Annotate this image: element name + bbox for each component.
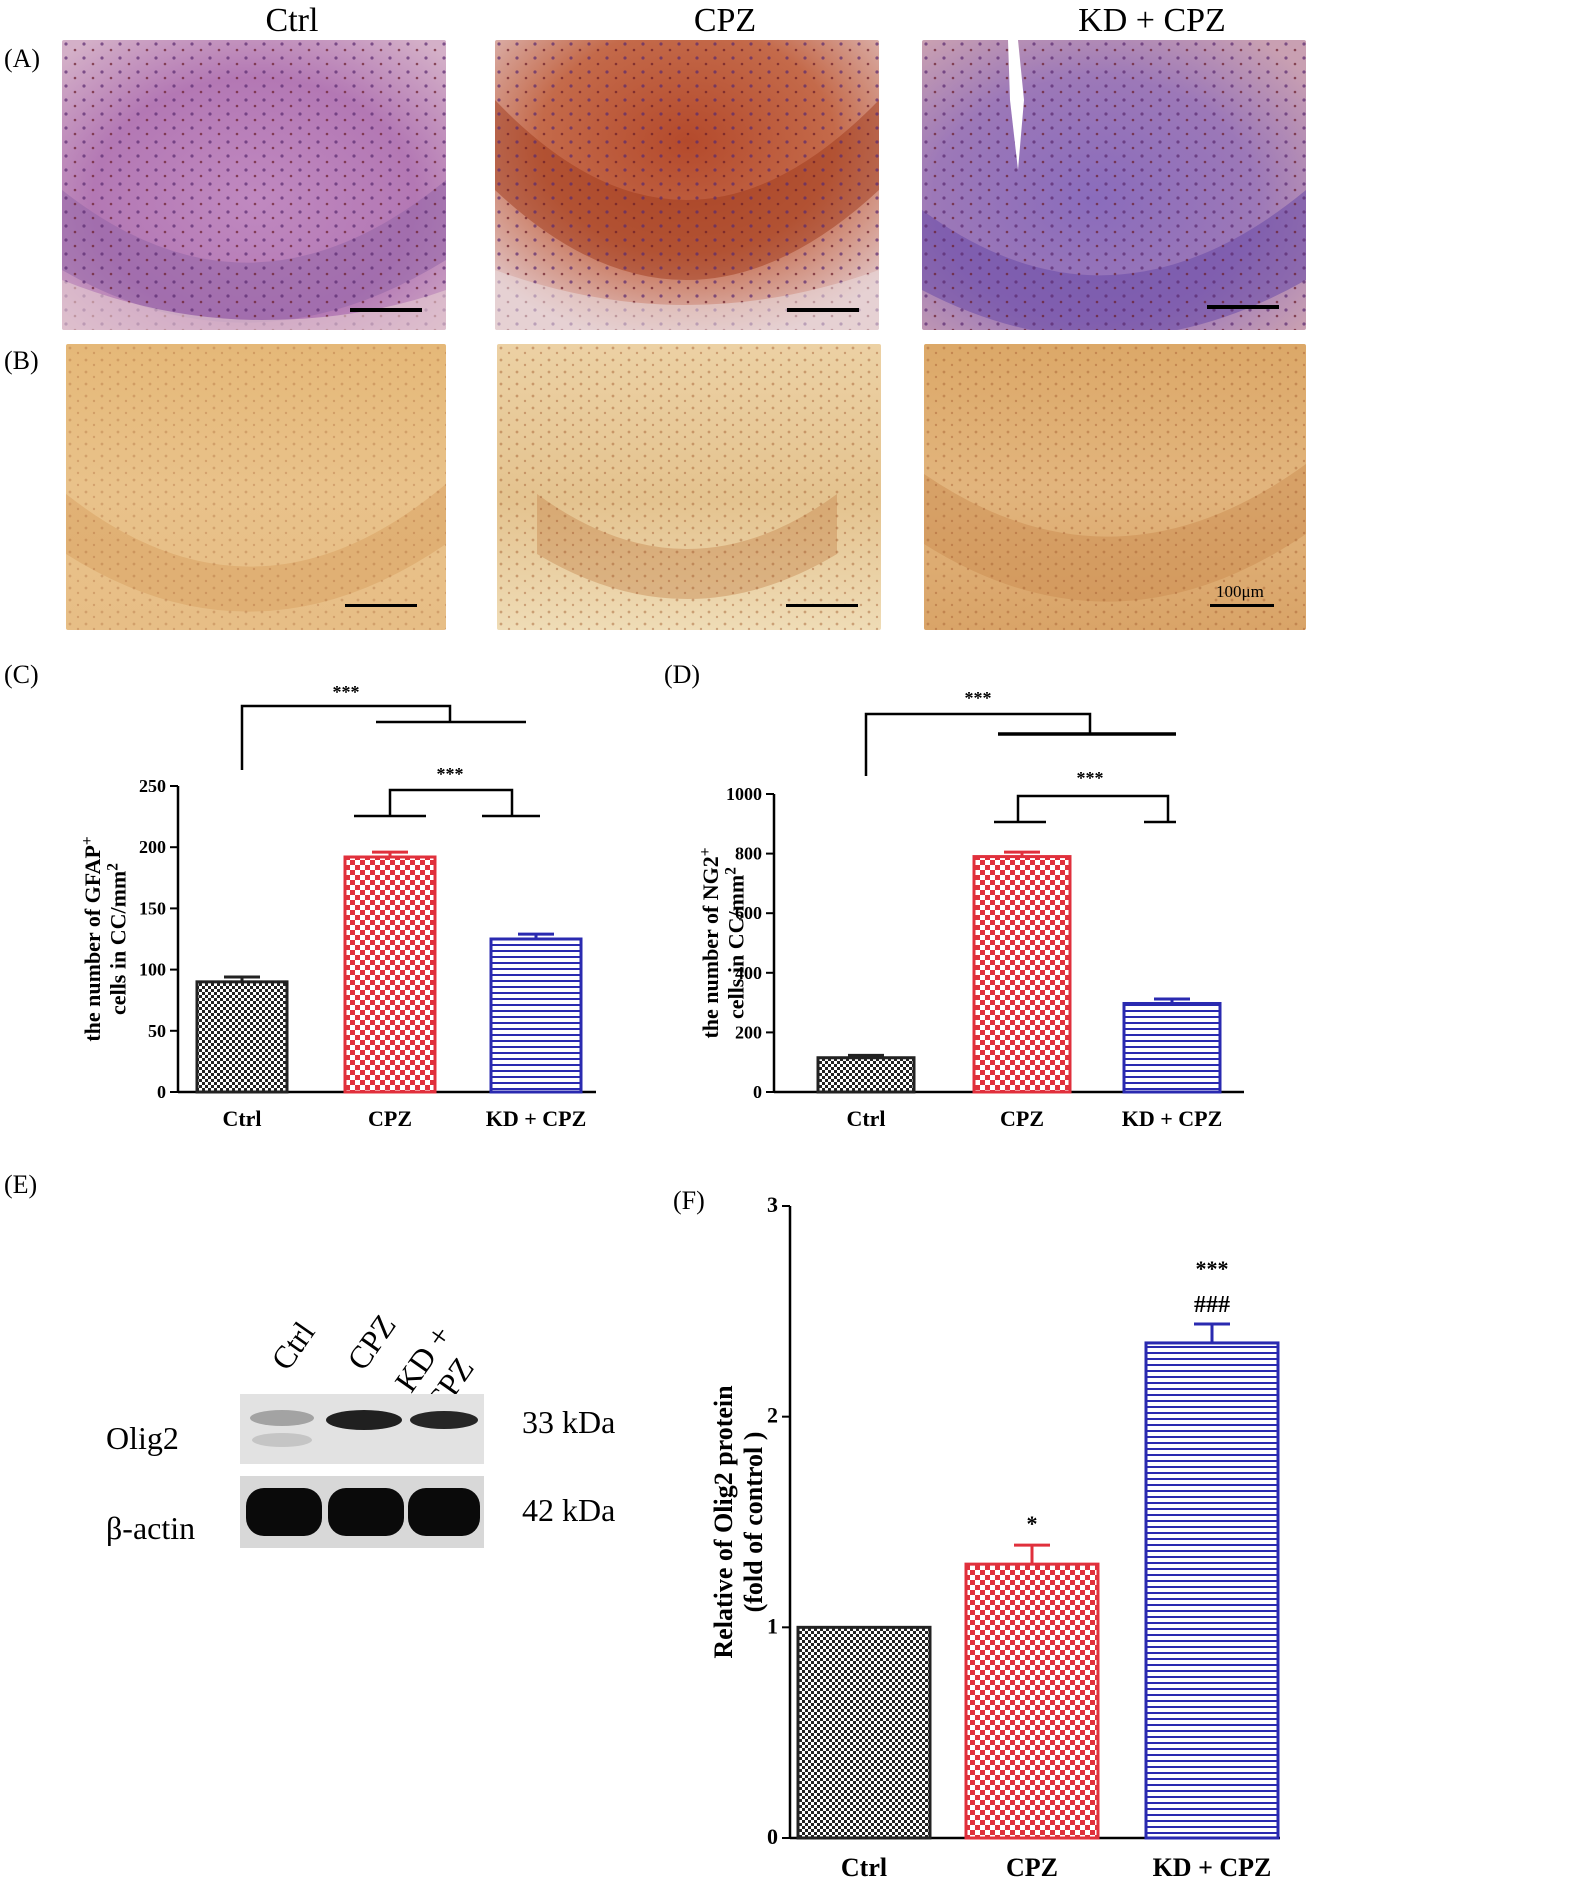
panel-label-c: (C) <box>4 660 39 689</box>
blot-protein-olig2: Olig2 <box>106 1420 179 1456</box>
y-tick-label: 400 <box>735 963 762 983</box>
significance-label: ### <box>1194 1292 1230 1318</box>
y-tick-label: 50 <box>148 1021 166 1041</box>
y-axis-label: Relative of Olig2 protein(fold of contro… <box>709 1385 768 1659</box>
y-tick-label: 0 <box>753 1082 762 1102</box>
x-tick-label: CPZ <box>368 1106 412 1131</box>
scale-bar-b-ctrl <box>345 604 417 607</box>
micrograph-a-ctrl <box>62 40 446 330</box>
bar-kd-cpz <box>1122 1001 1222 1094</box>
chart-c-gfap: 0 50 100 150 200 250 the number of GFAP+cells … <box>79 682 596 1131</box>
scale-bar-text: 100μm <box>1216 582 1264 601</box>
panel-label-f: (F) <box>673 1186 705 1215</box>
y-tick-label: 2 <box>767 1403 778 1428</box>
blot-strip-actin <box>240 1476 484 1548</box>
bar-cpz <box>343 855 437 1094</box>
significance-bracket <box>240 704 452 770</box>
chart-d-ng2: 0 200 400 600 800 1000 the number of NG2+cells… <box>697 688 1244 1131</box>
y-tick-label: 100 <box>139 960 166 980</box>
x-tick-label: Ctrl <box>846 1106 885 1131</box>
y-tick-label: 1000 <box>726 784 762 804</box>
panel-label-a: (A) <box>4 44 41 73</box>
micrograph-b-ctrl <box>66 344 446 630</box>
column-title-kd-cpz: KD + CPZ <box>1078 2 1226 39</box>
y-tick-label: 200 <box>735 1022 762 1042</box>
y-tick-label: 250 <box>139 776 166 796</box>
blot-size-olig2: 33 kDa <box>522 1404 616 1440</box>
micrograph-b-kd-cpz <box>924 344 1306 630</box>
micrograph-b-cpz <box>497 344 881 630</box>
scale-bar-a-cpz <box>787 308 859 312</box>
bar-kd-cpz <box>1144 1341 1280 1840</box>
y-axis-label: the number of NG2+cells in CC/mm2 <box>697 847 749 1038</box>
bar-ctrl <box>816 1056 916 1094</box>
significance-bracket <box>864 712 1092 776</box>
x-tick-label: KD + CPZ <box>1153 1853 1272 1882</box>
significance-bracket <box>1016 794 1170 822</box>
x-tick-label: KD + CPZ <box>486 1106 587 1131</box>
x-tick-label: Ctrl <box>222 1106 261 1131</box>
significance-label: *** <box>1196 1256 1229 1281</box>
micrograph-a-cpz <box>495 40 879 330</box>
bar-kd-cpz <box>489 937 583 1094</box>
panel-label-d: (D) <box>664 660 701 689</box>
y-tick-label: 800 <box>735 844 762 864</box>
significance-label: * <box>1027 1511 1038 1536</box>
micrograph-a-kd-cpz <box>922 40 1306 330</box>
y-axis-label: the number of GFAP+cells in CC/mm2 <box>79 836 131 1041</box>
y-tick-label: 1 <box>767 1613 778 1638</box>
x-tick-label: CPZ <box>1006 1853 1058 1882</box>
bar-cpz <box>972 855 1072 1094</box>
column-title-cpz: CPZ <box>693 2 757 39</box>
y-tick-label: 200 <box>139 837 166 857</box>
y-tick-label: 0 <box>157 1082 166 1102</box>
x-tick-label: CPZ <box>1000 1106 1044 1131</box>
bar-ctrl <box>195 980 289 1094</box>
column-title-ctrl: Ctrl <box>265 2 319 39</box>
bar-ctrl <box>796 1625 932 1840</box>
scale-bar-a-ctrl <box>350 308 422 312</box>
y-tick-label: 3 <box>767 1192 778 1217</box>
scale-bar-b-kd-cpz <box>1210 604 1274 607</box>
blot-strip-olig2 <box>240 1394 484 1464</box>
significance-label: *** <box>965 688 992 708</box>
significance-label: *** <box>333 682 360 702</box>
blot-protein-actin: β-actin <box>106 1510 196 1546</box>
y-tick-label: 600 <box>735 903 762 923</box>
blot-lane-labels: Ctrl CPZ KD + CPZ <box>264 1240 570 1420</box>
y-tick-label: 0 <box>767 1824 778 1849</box>
chart-f-olig2: 0 1 2 3 Relative of Olig2 protein(fold of co… <box>709 1192 1280 1882</box>
blot-lane-ctrl: Ctrl <box>263 1314 322 1377</box>
scale-bar-a-kd-cpz <box>1207 305 1279 309</box>
significance-label: *** <box>1077 768 1104 788</box>
x-tick-label: KD + CPZ <box>1122 1106 1223 1131</box>
scale-bar-b-cpz <box>786 604 858 607</box>
significance-label: *** <box>437 764 464 784</box>
bar-cpz <box>964 1562 1100 1840</box>
significance-bracket <box>388 788 514 816</box>
x-tick-label: Ctrl <box>841 1853 887 1882</box>
panel-label-b: (B) <box>4 346 39 375</box>
blot-size-actin: 42 kDa <box>522 1492 616 1528</box>
y-tick-label: 150 <box>139 898 166 918</box>
panel-label-e: (E) <box>4 1170 38 1199</box>
